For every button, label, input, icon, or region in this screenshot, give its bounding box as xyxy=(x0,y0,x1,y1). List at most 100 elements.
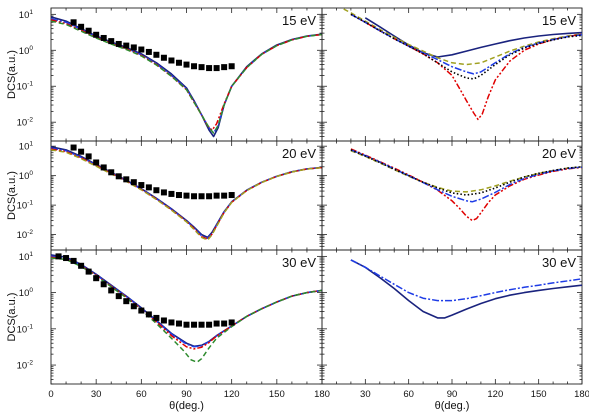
data-point-marker xyxy=(93,159,100,166)
x-tick-label: 120 xyxy=(487,389,503,400)
y-tick-label: 10-2 xyxy=(17,360,34,372)
series-line-dash-red xyxy=(350,13,582,121)
panel-energy-label: 30 eV xyxy=(282,255,316,270)
data-point-marker xyxy=(130,179,137,186)
data-point-marker xyxy=(78,23,85,30)
panel-frame xyxy=(321,249,583,385)
data-point-marker xyxy=(78,262,85,269)
y-tick-exponent: 0 xyxy=(29,170,33,177)
data-point-marker xyxy=(213,320,220,327)
data-point-marker xyxy=(85,153,92,160)
x-tick-label: 150 xyxy=(531,389,547,400)
series-line-dash-blue xyxy=(350,259,582,302)
x-axis-title: θ(deg.) xyxy=(435,400,470,412)
data-point-marker xyxy=(183,61,190,68)
data-point-marker xyxy=(145,48,152,55)
series-line-dash-red xyxy=(51,256,322,350)
data-point-marker xyxy=(191,63,198,70)
y-tick-exponent: -2 xyxy=(27,360,33,367)
data-point-marker xyxy=(228,63,235,70)
panel-curves xyxy=(51,16,322,138)
data-point-marker xyxy=(198,193,205,200)
y-tick-label: 100 xyxy=(19,45,34,57)
data-point-marker xyxy=(160,189,167,196)
data-point-marker xyxy=(93,31,100,38)
data-point-marker xyxy=(168,57,175,64)
x-tick-label: 120 xyxy=(224,389,240,400)
x-tick-label: 90 xyxy=(447,389,458,400)
data-point-marker xyxy=(153,314,160,321)
data-point-marker xyxy=(70,257,77,264)
panel-energy-label: 30 eV xyxy=(542,255,576,270)
panel-2-1: 30 60 90 120 150 180 30 eV xyxy=(321,249,589,400)
data-point-marker xyxy=(213,65,220,72)
x-tick-label: 30 xyxy=(360,389,371,400)
y-tick-exponent: -1 xyxy=(27,81,33,88)
panel-0-1: 15 eV xyxy=(321,7,583,142)
x-tick-label: 180 xyxy=(574,389,589,400)
data-point-marker xyxy=(153,51,160,58)
x-tick-label: 0 xyxy=(48,389,53,400)
series-line-dash-red xyxy=(51,148,322,240)
y-axis-title: DCS(a.u.) xyxy=(6,50,18,99)
data-point-marker xyxy=(145,184,152,191)
y-tick-exponent: 1 xyxy=(29,9,33,16)
y-axis-title: DCS(a.u.) xyxy=(6,293,18,342)
x-tick-label: 60 xyxy=(136,389,147,400)
data-point-marker xyxy=(85,268,92,275)
data-point-marker xyxy=(85,27,92,34)
data-point-marker xyxy=(160,54,167,61)
data-point-marker xyxy=(168,190,175,197)
data-point-marker xyxy=(206,321,213,328)
y-tick-label: 10-2 xyxy=(17,117,34,129)
data-point-marker xyxy=(198,64,205,71)
y-tick-label: 101 xyxy=(19,251,34,263)
data-point-marker xyxy=(191,193,198,200)
data-point-marker xyxy=(130,303,137,310)
data-point-marker xyxy=(228,192,235,199)
data-point-marker xyxy=(78,148,85,155)
panel-curves xyxy=(51,144,322,241)
panel-1-1: 20 eV xyxy=(321,140,583,251)
y-tick-exponent: 0 xyxy=(29,287,33,294)
x-tick-label: 150 xyxy=(269,389,285,400)
data-point-marker xyxy=(175,320,182,327)
data-point-marker xyxy=(70,19,77,26)
data-point-marker xyxy=(108,287,115,294)
data-point-marker xyxy=(153,187,160,194)
series-line-dash-olive xyxy=(51,149,322,241)
panel-curves xyxy=(343,8,582,121)
series-line-dash-blue xyxy=(350,13,582,75)
data-point-marker xyxy=(145,311,152,318)
series-line-solid-navy xyxy=(350,259,582,319)
y-tick-label: 10-1 xyxy=(17,200,34,212)
x-tick-label: 60 xyxy=(403,389,414,400)
x-axis-title-text: (deg.) xyxy=(175,400,204,412)
data-point-marker xyxy=(55,253,62,260)
y-tick-exponent: -1 xyxy=(27,323,33,330)
x-axis-title-symbol: θ xyxy=(169,400,175,412)
y-tick-label: 100 xyxy=(19,287,34,299)
data-point-marker xyxy=(100,164,107,171)
series-line-dash-blue xyxy=(51,18,322,134)
data-point-marker xyxy=(100,281,107,288)
data-point-marker xyxy=(221,192,228,199)
data-point-marker xyxy=(221,64,228,71)
y-tick-exponent: 1 xyxy=(29,251,33,258)
y-tick-label: 101 xyxy=(19,141,34,153)
y-tick-exponent: 0 xyxy=(29,45,33,52)
data-point-marker xyxy=(93,275,100,282)
panel-curves xyxy=(51,253,322,363)
y-tick-exponent: -1 xyxy=(27,200,33,207)
data-point-marker xyxy=(123,42,130,49)
data-point-marker xyxy=(63,255,70,262)
data-point-marker xyxy=(168,319,175,326)
data-point-marker xyxy=(115,173,122,180)
data-point-marker xyxy=(138,46,145,53)
data-point-marker xyxy=(221,320,228,327)
x-tick-label: 180 xyxy=(314,389,330,400)
